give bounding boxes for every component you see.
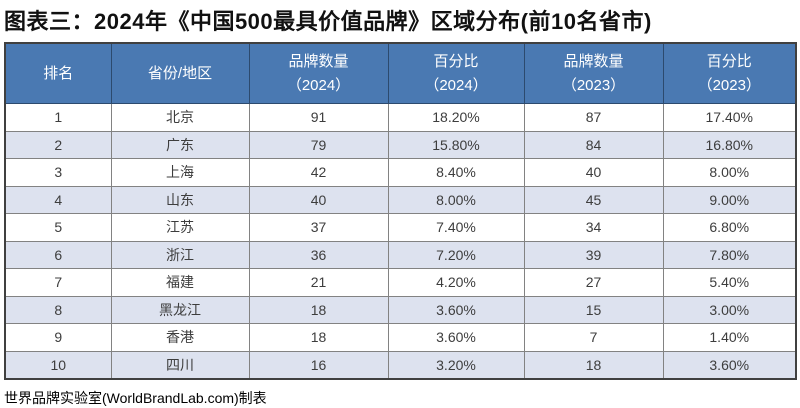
brand-count-2024-cell: 42	[248, 158, 389, 187]
brand-count-2023-cell: 40	[523, 158, 664, 187]
table-row: 4 山东 40 8.00% 45 9.00%	[4, 185, 797, 214]
province-cell: 浙江	[110, 240, 250, 269]
brand-count-2023-cell: 18	[523, 350, 664, 380]
brand-count-2023-cell: 45	[523, 185, 664, 214]
percent-2023-cell: 8.00%	[662, 158, 797, 187]
rank-cell: 1	[4, 103, 112, 132]
rank-cell: 3	[4, 158, 112, 187]
table-row: 1 北京 91 18.20% 87 17.40%	[4, 103, 797, 132]
province-cell: 上海	[110, 158, 250, 187]
rank-cell: 4	[4, 185, 112, 214]
col-header-percent-2024: 百分比 （2024）	[387, 42, 525, 104]
percent-2024-cell: 8.40%	[387, 158, 525, 187]
brand-count-2024-cell: 40	[248, 185, 389, 214]
brand-count-2023-cell: 87	[523, 103, 664, 132]
percent-2023-cell: 3.60%	[662, 350, 797, 380]
percent-2024-cell: 3.60%	[387, 295, 525, 324]
percent-2024-cell: 4.20%	[387, 268, 525, 297]
percent-2023-cell: 1.40%	[662, 323, 797, 352]
province-cell: 福建	[110, 268, 250, 297]
rank-cell: 10	[4, 350, 112, 380]
brand-count-2023-cell: 34	[523, 213, 664, 242]
province-cell: 广东	[110, 130, 250, 159]
brand-count-2024-cell: 36	[248, 240, 389, 269]
table-row: 10 四川 16 3.20% 18 3.60%	[4, 350, 797, 380]
percent-2023-cell: 7.80%	[662, 240, 797, 269]
percent-2023-cell: 16.80%	[662, 130, 797, 159]
province-cell: 北京	[110, 103, 250, 132]
rank-cell: 5	[4, 213, 112, 242]
percent-2023-cell: 5.40%	[662, 268, 797, 297]
brand-count-2023-cell: 7	[523, 323, 664, 352]
percent-2024-cell: 3.60%	[387, 323, 525, 352]
province-cell: 江苏	[110, 213, 250, 242]
brand-count-2024-cell: 91	[248, 103, 389, 132]
brand-count-2024-cell: 16	[248, 350, 389, 380]
table-row: 3 上海 42 8.40% 40 8.00%	[4, 158, 797, 187]
brand-count-2024-cell: 79	[248, 130, 389, 159]
table-row: 8 黑龙江 18 3.60% 15 3.00%	[4, 295, 797, 324]
brand-count-2024-cell: 18	[248, 295, 389, 324]
table-row: 9 香港 18 3.60% 7 1.40%	[4, 323, 797, 352]
table-row: 5 江苏 37 7.40% 34 6.80%	[4, 213, 797, 242]
brand-count-2024-cell: 21	[248, 268, 389, 297]
brand-count-2024-cell: 37	[248, 213, 389, 242]
rank-cell: 7	[4, 268, 112, 297]
province-cell: 黑龙江	[110, 295, 250, 324]
table-body: 1 北京 91 18.20% 87 17.40% 2 广东 79 15.80% 84 16.80% 3 上…	[4, 103, 797, 380]
rank-cell: 8	[4, 295, 112, 324]
percent-2024-cell: 15.80%	[387, 130, 525, 159]
brand-count-2023-cell: 15	[523, 295, 664, 324]
percent-2024-cell: 18.20%	[387, 103, 525, 132]
province-cell: 四川	[110, 350, 250, 380]
col-header-brand-count-2023: 品牌数量 （2023）	[523, 42, 664, 104]
rank-cell: 2	[4, 130, 112, 159]
table-row: 2 广东 79 15.80% 84 16.80%	[4, 130, 797, 159]
percent-2023-cell: 6.80%	[662, 213, 797, 242]
rank-cell: 6	[4, 240, 112, 269]
col-header-province: 省份/地区	[110, 42, 250, 104]
brand-count-2023-cell: 84	[523, 130, 664, 159]
col-header-brand-count-2024: 品牌数量 （2024）	[248, 42, 389, 104]
region-distribution-table: 排名 省份/地区 品牌数量 （2024） 百分比 （2024） 品牌数量 （20…	[4, 42, 797, 380]
percent-2023-cell: 9.00%	[662, 185, 797, 214]
source-note: 世界品牌实验室(WorldBrandLab.com)制表	[4, 390, 267, 406]
col-header-percent-2023: 百分比 （2023）	[662, 42, 797, 104]
table-header: 排名 省份/地区 品牌数量 （2024） 百分比 （2024） 品牌数量 （20…	[4, 42, 797, 104]
brand-count-2023-cell: 39	[523, 240, 664, 269]
brand-count-2024-cell: 18	[248, 323, 389, 352]
percent-2024-cell: 7.40%	[387, 213, 525, 242]
province-cell: 山东	[110, 185, 250, 214]
percent-2023-cell: 17.40%	[662, 103, 797, 132]
province-cell: 香港	[110, 323, 250, 352]
percent-2024-cell: 3.20%	[387, 350, 525, 380]
rank-cell: 9	[4, 323, 112, 352]
table-row: 7 福建 21 4.20% 27 5.40%	[4, 268, 797, 297]
page-title: 图表三：2024年《中国500最具价值品牌》区域分布(前10名省市)	[4, 9, 652, 34]
percent-2023-cell: 3.00%	[662, 295, 797, 324]
percent-2024-cell: 8.00%	[387, 185, 525, 214]
table-header-row: 排名 省份/地区 品牌数量 （2024） 百分比 （2024） 品牌数量 （20…	[4, 42, 797, 104]
col-header-rank: 排名	[4, 42, 112, 104]
brand-count-2023-cell: 27	[523, 268, 664, 297]
table-row: 6 浙江 36 7.20% 39 7.80%	[4, 240, 797, 269]
percent-2024-cell: 7.20%	[387, 240, 525, 269]
